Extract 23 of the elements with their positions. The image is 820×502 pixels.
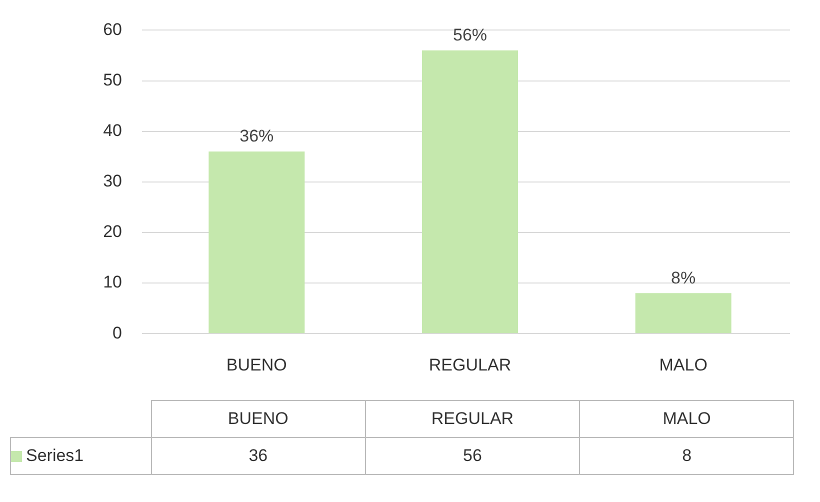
- y-tick-label: 60: [103, 20, 122, 39]
- category-label: MALO: [662, 409, 711, 428]
- text: 36: [151, 438, 366, 474]
- data-label: 8%: [671, 268, 696, 288]
- legend-label: Series1: [10, 438, 151, 474]
- bar: [208, 152, 305, 334]
- x-tick-label: MALO: [659, 355, 708, 374]
- text: 56: [365, 438, 580, 474]
- y-tick-label: 20: [103, 222, 122, 242]
- bar: [422, 50, 518, 334]
- text: 8: [580, 438, 794, 474]
- x-tick-label: REGULAR: [428, 355, 512, 374]
- category-label: BUENO: [228, 409, 288, 428]
- x-tick-label: BUENO: [226, 355, 287, 374]
- y-tick-label: 10: [103, 272, 122, 292]
- y-tick-label: 40: [103, 121, 122, 140]
- data-label: 56%: [452, 26, 488, 45]
- category-label: REGULAR: [431, 409, 514, 428]
- y-tick-label: 50: [103, 70, 122, 90]
- y-tick-label: 0: [112, 323, 122, 342]
- y-tick-label: 30: [103, 172, 122, 191]
- bar: [635, 293, 732, 334]
- data-label: 36%: [240, 126, 274, 146]
